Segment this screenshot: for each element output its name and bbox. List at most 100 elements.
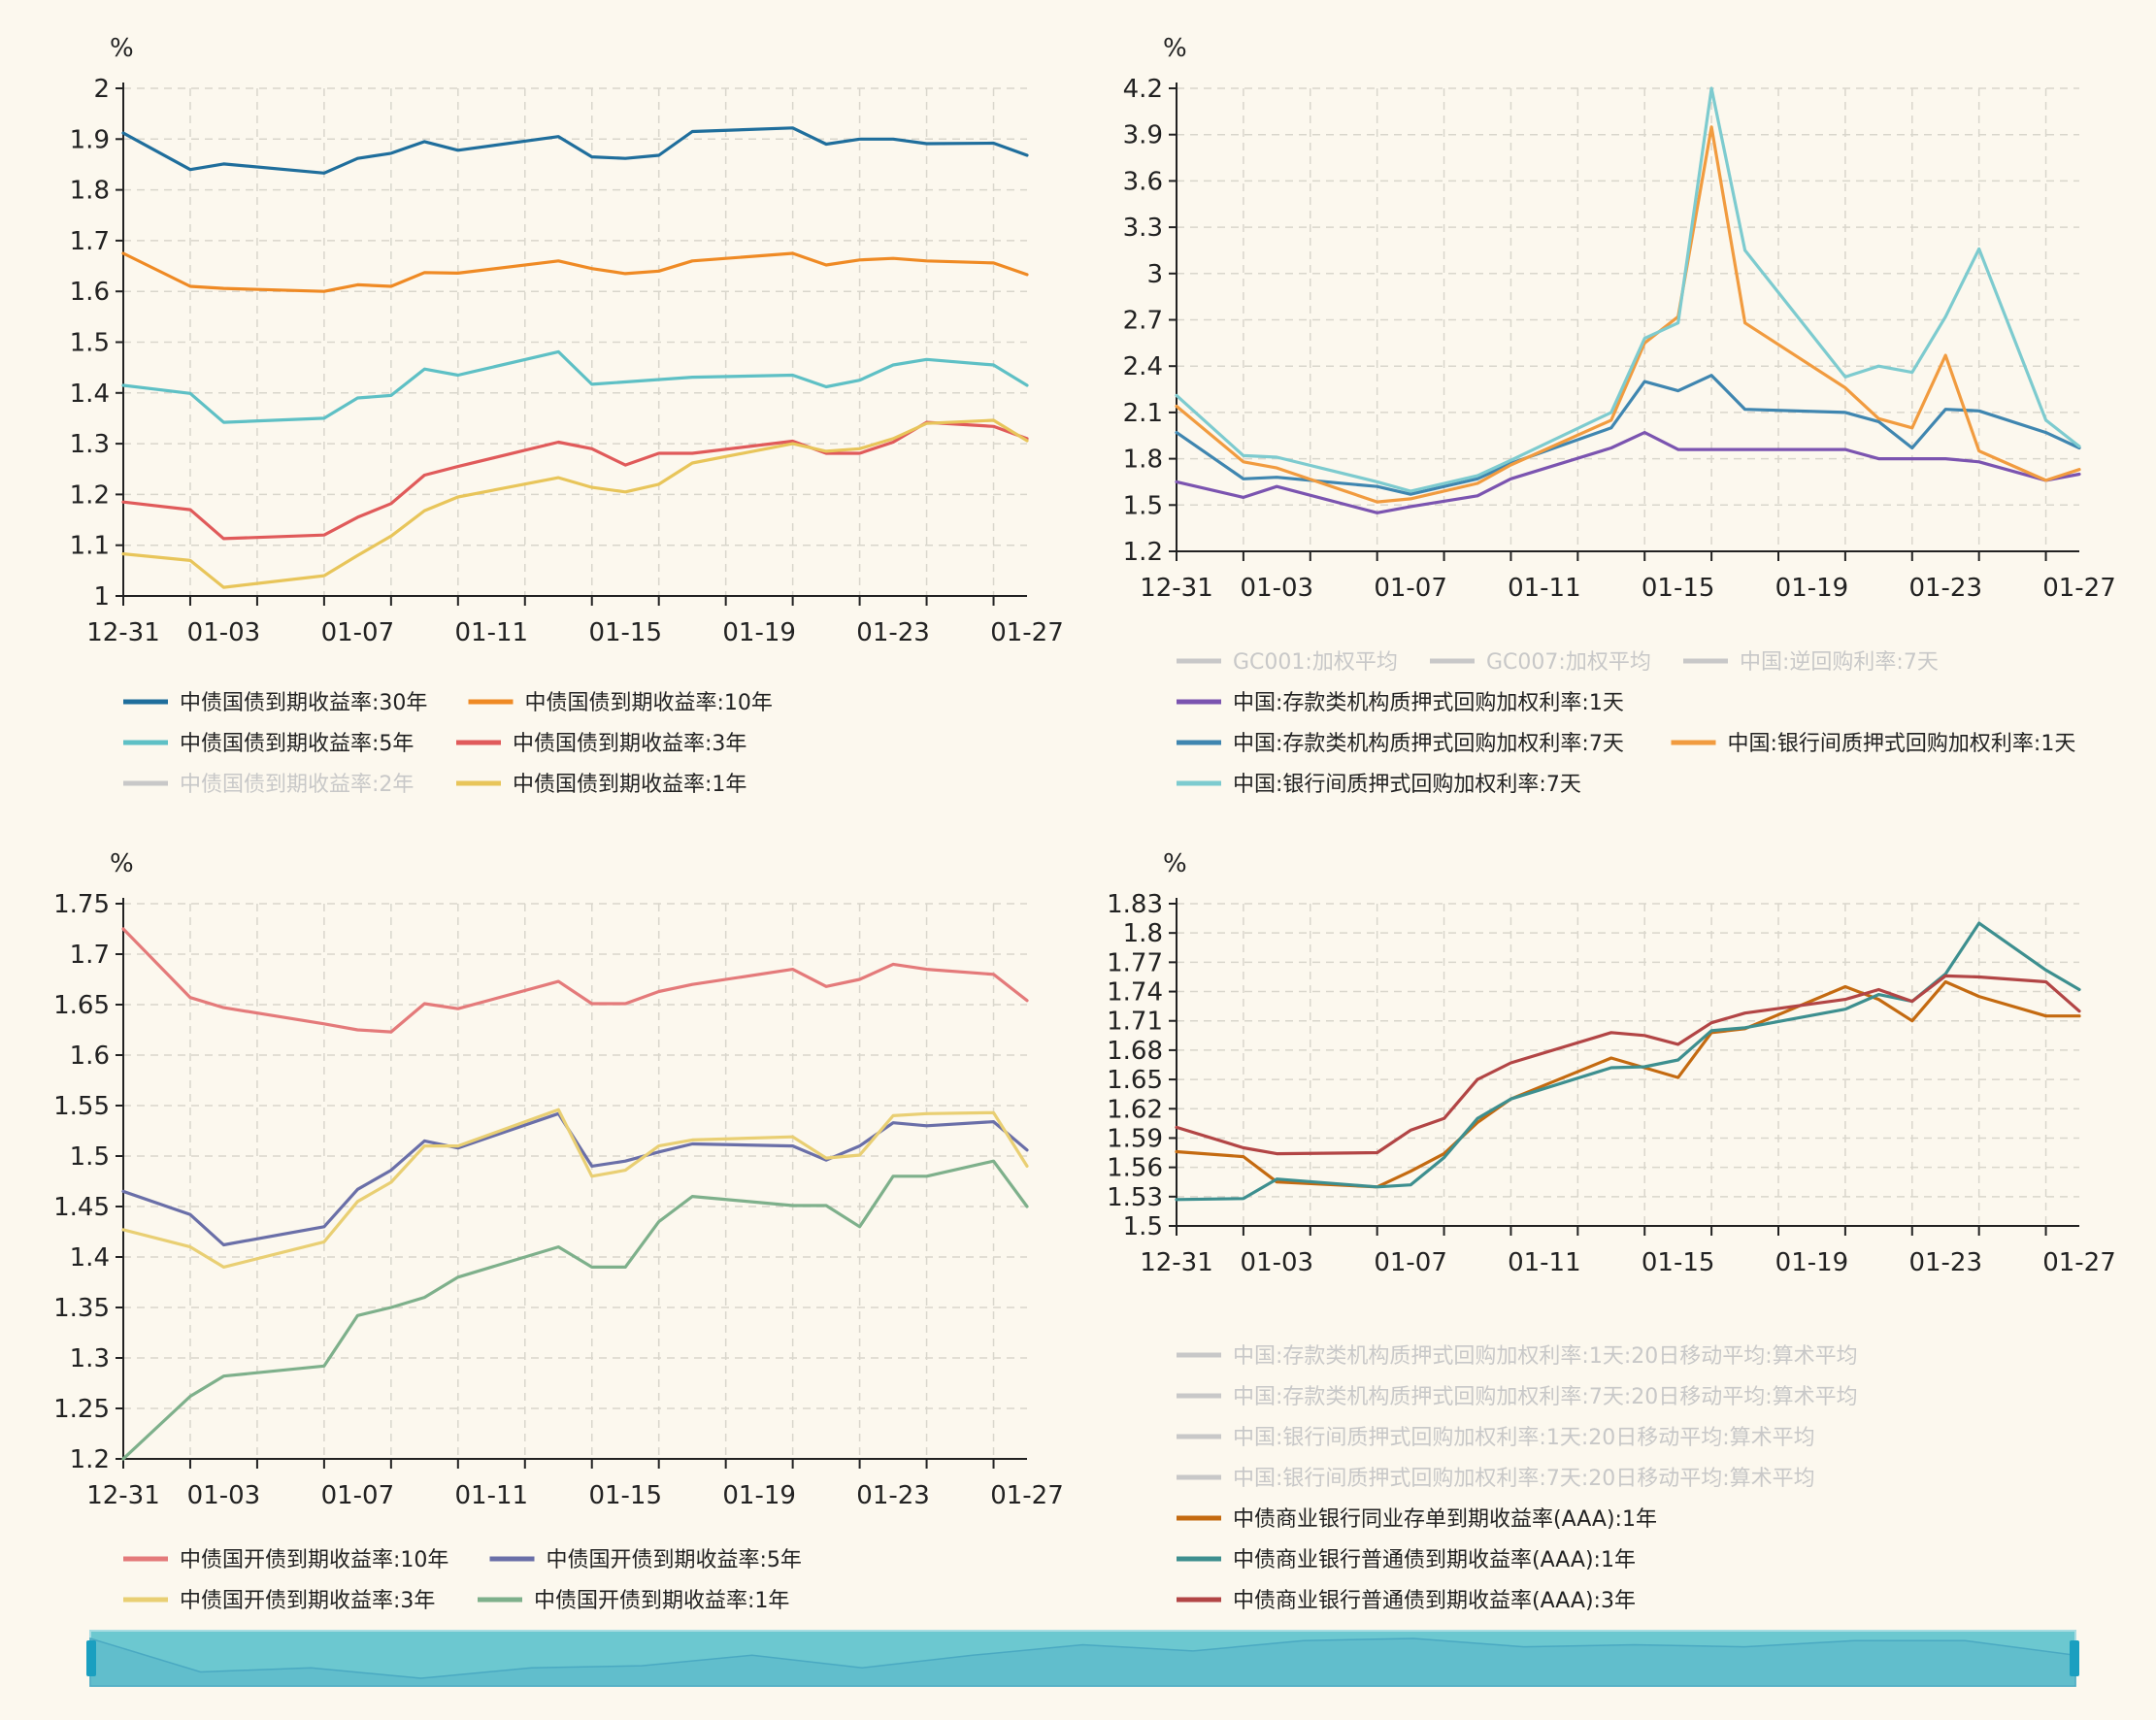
- y-tick-label: 1.6: [70, 278, 110, 307]
- data-zoom-slider[interactable]: [86, 1630, 2079, 1687]
- y-tick-label: 3.3: [1123, 214, 1163, 243]
- chart-panel-1: % 1 1.1 1.2 1.3 1.4 1.5 1.6 1.7 1.8 1.9 2 12-31 01-03…: [70, 34, 1064, 797]
- series-line[interactable]: [121, 349, 1029, 424]
- data-zoom-left-handle[interactable]: [86, 1640, 96, 1676]
- y-tick-label: 1.2: [70, 480, 110, 510]
- x-tick-label: 01-27: [990, 618, 1064, 647]
- legend-item[interactable]: 中债商业银行普通债到期收益率(AAA):1年: [1177, 1548, 1636, 1572]
- series-line[interactable]: [1175, 86, 2081, 493]
- y-tick-label: 2: [93, 75, 110, 104]
- series-line[interactable]: [1175, 431, 2081, 514]
- chart-panel-2: % 1.2 1.5 1.8 2.1 2.4 2.7 3 3.3 3.6 3.9 4.2 12-31 01-…: [1123, 34, 2116, 797]
- series-line[interactable]: [121, 251, 1029, 293]
- y-tick-label: 1.6: [70, 1042, 110, 1071]
- y-tick-label: 1.5: [70, 1142, 110, 1172]
- y-tick-label: 1.7: [70, 941, 110, 970]
- x-tick-label: 01-27: [2042, 1248, 2116, 1277]
- series-line[interactable]: [121, 1159, 1029, 1461]
- data-zoom-right-handle[interactable]: [2070, 1640, 2079, 1676]
- data-zoom-preview: [89, 1637, 2076, 1687]
- x-tick-label: 01-15: [1642, 1248, 1715, 1277]
- x-tick-label: 01-19: [1775, 1248, 1849, 1277]
- legend-item[interactable]: 中债国开债到期收益率:1年: [478, 1589, 789, 1613]
- legend-item[interactable]: 中债国开债到期收益率:10年: [123, 1548, 448, 1572]
- y-tick-label: 1.7: [70, 227, 110, 256]
- y-tick-label: 1.55: [53, 1092, 110, 1121]
- legend-item[interactable]: 中债国债到期收益率:1年: [456, 773, 746, 797]
- y-tick-label: 2.4: [1123, 352, 1163, 381]
- legend-item[interactable]: 中国:银行间质押式回购加权利率:1天:20日移动平均:算术平均: [1177, 1426, 1815, 1450]
- y-tick-label: 1.35: [53, 1294, 110, 1323]
- legend-label: 中国:存款类机构质押式回购加权利率:1天:20日移动平均:算术平均: [1233, 1344, 1858, 1369]
- legend-item[interactable]: 中债国债到期收益率:10年: [468, 691, 773, 715]
- legend-item[interactable]: 中债国债到期收益率:3年: [456, 732, 746, 756]
- y-tick-label: 1.4: [70, 380, 110, 409]
- x-tick-label: 01-19: [722, 618, 796, 647]
- legend-label: 中国:存款类机构质押式回购加权利率:1天: [1233, 691, 1624, 715]
- y-tick-label: 1.59: [1107, 1124, 1163, 1153]
- legend-item[interactable]: 中国:银行间质押式回购加权利率:7天:20日移动平均:算术平均: [1177, 1467, 1815, 1491]
- series-line[interactable]: [121, 420, 1029, 541]
- legend-label: 中国:银行间质押式回购加权利率:7天:20日移动平均:算术平均: [1233, 1467, 1815, 1491]
- y-tick-label: 1.65: [1107, 1066, 1163, 1095]
- legend-item[interactable]: GC001:加权平均: [1177, 650, 1398, 675]
- legend-label: 中债国债到期收益率:30年: [180, 691, 427, 715]
- x-tick-label: 01-15: [1642, 574, 1715, 603]
- x-tick-label: 01-19: [1775, 574, 1849, 603]
- legend-item[interactable]: GC007:加权平均: [1430, 650, 1651, 675]
- x-tick-label: 01-23: [1908, 574, 1982, 603]
- legend-item[interactable]: 中国:银行间质押式回购加权利率:1天: [1671, 732, 2076, 756]
- legend-item[interactable]: 中国:存款类机构质押式回购加权利率:1天:20日移动平均:算术平均: [1177, 1344, 1858, 1369]
- legend-item[interactable]: 中国:存款类机构质押式回购加权利率:7天:20日移动平均:算术平均: [1177, 1385, 1858, 1409]
- legend-item[interactable]: 中债商业银行同业存单到期收益率(AAA):1年: [1177, 1507, 1657, 1532]
- legend-item[interactable]: 中债国债到期收益率:30年: [123, 691, 427, 715]
- legend-item[interactable]: 中债国债到期收益率:5年: [123, 732, 414, 756]
- legend-item[interactable]: 中债国债到期收益率:2年: [123, 773, 414, 797]
- legend-label: 中债商业银行同业存单到期收益率(AAA):1年: [1233, 1507, 1657, 1532]
- y-tick-label: 1.2: [70, 1445, 110, 1474]
- legend-label: 中债商业银行普通债到期收益率(AAA):3年: [1233, 1589, 1636, 1613]
- y-tick-label: 1.3: [70, 1344, 110, 1373]
- y-tick-label: 1.62: [1107, 1095, 1163, 1124]
- y-tick-label: 2.1: [1123, 399, 1163, 428]
- x-tick-label: 01-07: [321, 1481, 395, 1510]
- x-tick-label: 12-31: [86, 1481, 160, 1510]
- x-tick-label: 01-27: [2042, 574, 2116, 603]
- grid: [123, 87, 1027, 597]
- x-tick-label: 01-15: [588, 1481, 662, 1510]
- y-tick-label: 3.6: [1123, 167, 1163, 196]
- legend-label: GC007:加权平均: [1486, 650, 1651, 675]
- legend-item[interactable]: 中债国开债到期收益率:3年: [123, 1589, 435, 1613]
- y-tick-label: 1: [93, 582, 110, 612]
- legend-item[interactable]: 中国:逆回购利率:7天: [1683, 650, 1939, 675]
- y-tick-label: 1.5: [1123, 491, 1163, 520]
- x-tick-label: 01-15: [588, 618, 662, 647]
- legend-label: 中债国债到期收益率:10年: [525, 691, 773, 715]
- series-line[interactable]: [121, 126, 1029, 175]
- series-line[interactable]: [121, 1108, 1029, 1269]
- grid: [1177, 87, 2079, 552]
- series-line[interactable]: [1175, 125, 2081, 504]
- y-tick-label: 1.65: [53, 991, 110, 1020]
- legend-label: 中债国开债到期收益率:3年: [180, 1589, 435, 1613]
- legend-item[interactable]: 中国:存款类机构质押式回购加权利率:1天: [1177, 691, 1624, 715]
- legend-item[interactable]: 中债国开债到期收益率:5年: [489, 1548, 802, 1572]
- legend-item[interactable]: 中国:银行间质押式回购加权利率:7天: [1177, 773, 1581, 797]
- series-line[interactable]: [121, 1111, 1029, 1247]
- y-tick-label: 1.1: [70, 532, 110, 561]
- x-tick-label: 12-31: [1140, 1248, 1213, 1277]
- series-line[interactable]: [1175, 979, 2081, 1189]
- x-tick-label: 01-07: [1374, 574, 1447, 603]
- x-tick-label: 01-19: [722, 1481, 796, 1510]
- y-tick-label: 1.5: [1123, 1212, 1163, 1241]
- series-line[interactable]: [1175, 974, 2081, 1156]
- series-line[interactable]: [1175, 374, 2081, 496]
- series-line[interactable]: [121, 418, 1029, 589]
- legend-label: 中国:逆回购利率:7天: [1740, 650, 1939, 675]
- legend-item[interactable]: 中债商业银行普通债到期收益率(AAA):3年: [1177, 1589, 1636, 1613]
- y-tick-label: 3: [1146, 260, 1163, 289]
- series-line[interactable]: [121, 927, 1029, 1034]
- legend-label: 中债国债到期收益率:3年: [513, 732, 746, 756]
- legend-item[interactable]: 中国:存款类机构质押式回购加权利率:7天: [1177, 732, 1624, 756]
